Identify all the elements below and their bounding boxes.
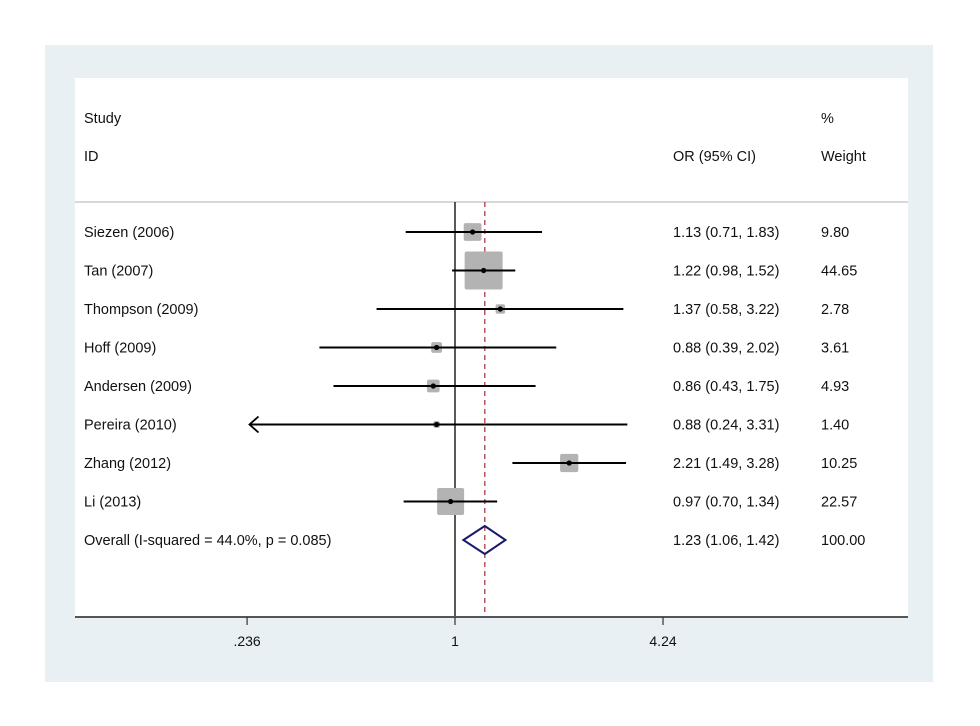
overall-row: Overall (I-squared = 44.0%, p = 0.085) 1.… [84,524,865,556]
study-label: Thompson (2009) [84,302,198,318]
weight-label: 4.93 [821,379,849,395]
x-tick-label: 1 [451,633,459,649]
weight-label: 2.78 [821,302,849,318]
x-tick-label: .236 [233,633,260,649]
effect-label: 1.37 (0.58, 3.22) [673,302,779,318]
header-weight-percent: % [821,111,834,127]
study-label: Tan (2007) [84,264,153,280]
weight-label: 22.57 [821,495,857,511]
point-estimate [433,344,440,351]
weight-label: 9.80 [821,225,849,241]
study-row: Siezen (2006) 1.13 (0.71, 1.83) 9.80 [84,223,849,241]
ci-arrow-left-icon [248,415,260,434]
point-estimate [433,421,440,428]
effect-label: 0.97 (0.70, 1.34) [673,495,779,511]
point-estimate [566,460,572,466]
study-label: Pereira (2010) [84,418,177,434]
study-row: Thompson (2009) 1.37 (0.58, 3.22) 2.78 [84,302,849,318]
study-row: Tan (2007) 1.22 (0.98, 1.52) 44.65 [84,251,857,290]
effect-label: 0.86 (0.43, 1.75) [673,379,779,395]
effect-label: 1.13 (0.71, 1.83) [673,225,779,241]
weight-label: 10.25 [821,456,857,472]
overall-weight-label: 100.00 [821,533,865,549]
study-label: Andersen (2009) [84,379,192,395]
overall-effect-label: 1.23 (1.06, 1.42) [673,533,779,549]
weight-label: 44.65 [821,264,857,280]
effect-label: 1.22 (0.98, 1.52) [673,264,779,280]
effect-label: 0.88 (0.24, 3.31) [673,418,779,434]
header-id: ID [84,149,99,165]
weight-label: 1.40 [821,418,849,434]
study-label: Siezen (2006) [84,225,174,241]
overall-diamond [461,524,508,556]
study-row: Pereira (2010) 0.88 (0.24, 3.31) 1.40 [84,415,849,434]
x-tick-label: 4.24 [649,633,676,649]
header-study: Study [84,111,122,127]
study-label: Li (2013) [84,495,141,511]
study-row: Li (2013) 0.97 (0.70, 1.34) 22.57 [84,487,857,516]
effect-label: 0.88 (0.39, 2.02) [673,341,779,357]
header-effect: OR (95% CI) [673,149,756,165]
point-estimate [430,383,436,389]
overall-label: Overall (I-squared = 44.0%, p = 0.085) [84,533,331,549]
header-weight: Weight [821,149,866,165]
effect-label: 2.21 (1.49, 3.28) [673,456,779,472]
study-label: Zhang (2012) [84,456,171,472]
point-estimate [497,306,503,312]
study-row: Hoff (2009) 0.88 (0.39, 2.02) 3.61 [84,341,849,357]
point-estimate [481,267,487,274]
point-estimate [469,229,476,235]
point-estimate [448,498,454,505]
study-row: Andersen (2009) 0.86 (0.43, 1.75) 4.93 [84,379,849,395]
study-row: Zhang (2012) 2.21 (1.49, 3.28) 10.25 [84,453,857,473]
study-label: Hoff (2009) [84,341,156,357]
weight-label: 3.61 [821,341,849,357]
